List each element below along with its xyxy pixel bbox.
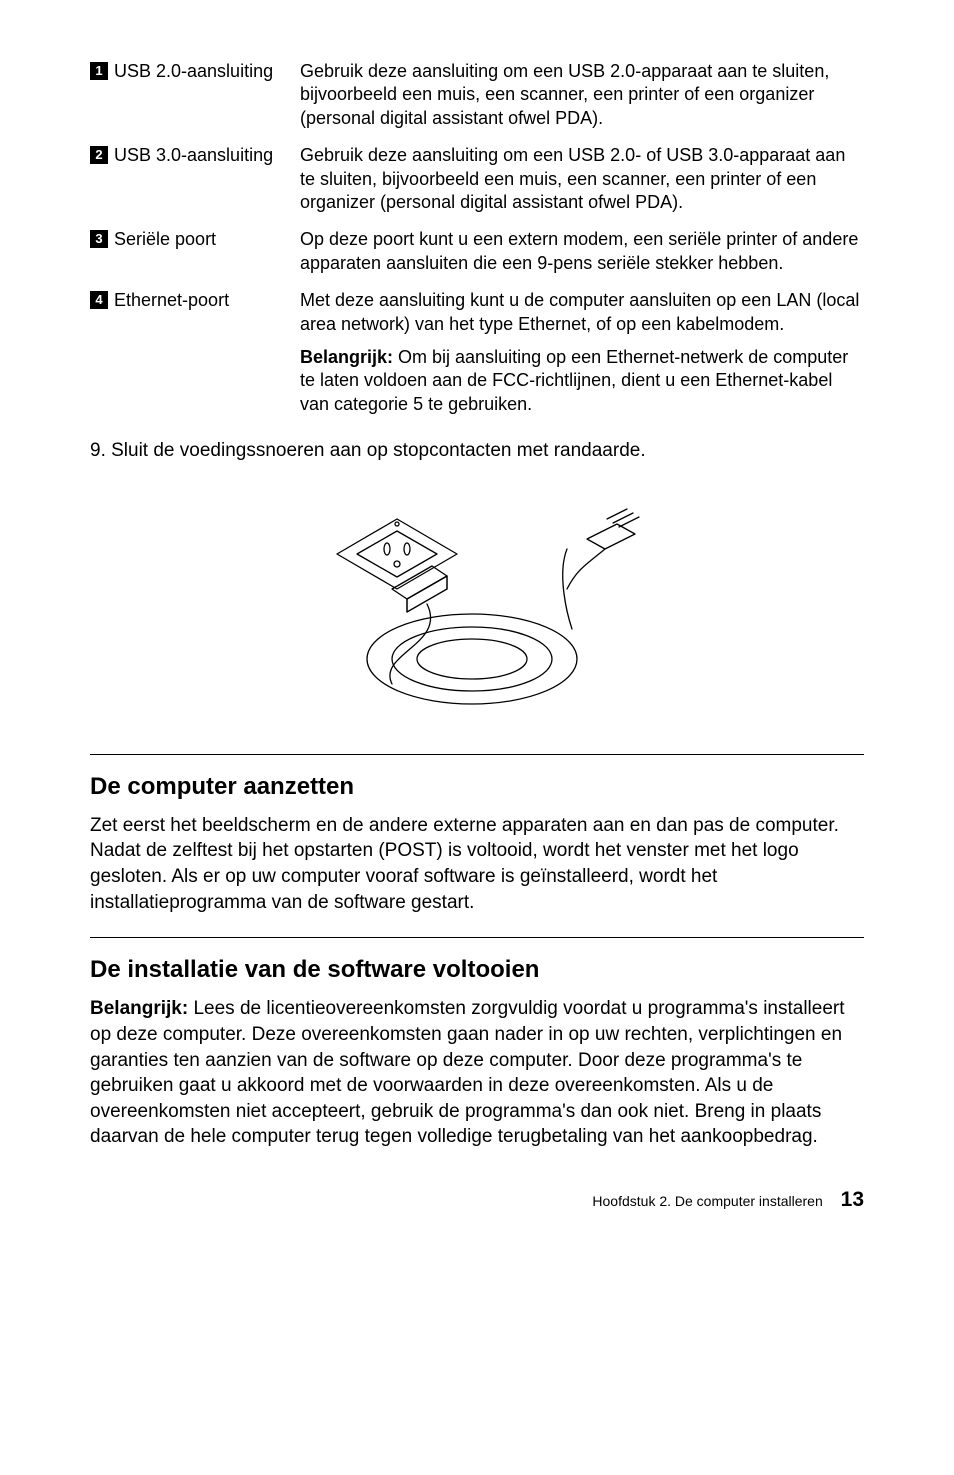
def-body: Gebruik deze aansluiting om een USB 2.0-… — [300, 60, 864, 130]
important-rest: Lees de licentieovereenkomsten zorgvuldi… — [90, 998, 845, 1147]
def-row-ethernet: 4 Ethernet-poort Met deze aansluiting ku… — [90, 289, 864, 416]
important-bold: Belangrijk: — [90, 998, 188, 1019]
definitions-table: 1 USB 2.0-aansluiting Gebruik deze aansl… — [90, 60, 864, 416]
def-row-usb30: 2 USB 3.0-aansluiting Gebruik deze aansl… — [90, 144, 864, 214]
def-body: Gebruik deze aansluiting om een USB 2.0-… — [300, 144, 864, 214]
page-container: 1 USB 2.0-aansluiting Gebruik deze aansl… — [0, 0, 954, 1252]
term-label: USB 2.0-aansluiting — [114, 60, 273, 83]
section-divider — [90, 754, 864, 755]
section-title-software-install: De installatie van de software voltooien — [90, 956, 864, 984]
def-term: 2 USB 3.0-aansluiting — [90, 144, 300, 167]
term-label: USB 3.0-aansluiting — [114, 144, 273, 167]
section-body: Belangrijk: Lees de licentieovereenkomst… — [90, 996, 864, 1150]
def-term: 4 Ethernet-poort — [90, 289, 300, 312]
step-9: 9. Sluit de voedingssnoeren aan op stopc… — [90, 438, 864, 464]
def-para: Gebruik deze aansluiting om een USB 2.0-… — [300, 60, 864, 130]
num-badge: 4 — [90, 291, 108, 309]
power-cord-icon — [297, 484, 657, 714]
def-term: 1 USB 2.0-aansluiting — [90, 60, 300, 83]
section-title-power-on: De computer aanzetten — [90, 773, 864, 801]
num-badge: 3 — [90, 230, 108, 248]
def-body: Op deze poort kunt u een extern modem, e… — [300, 228, 864, 275]
def-row-usb20: 1 USB 2.0-aansluiting Gebruik deze aansl… — [90, 60, 864, 130]
num-badge: 1 — [90, 62, 108, 80]
def-para: Met deze aansluiting kunt u de computer … — [300, 289, 864, 336]
def-note: Belangrijk: Om bij aansluiting op een Et… — [300, 346, 864, 416]
term-label: Seriële poort — [114, 228, 216, 251]
power-cord-figure — [90, 484, 864, 714]
note-bold: Belangrijk: — [300, 347, 393, 367]
def-para: Op deze poort kunt u een extern modem, e… — [300, 228, 864, 275]
section-divider — [90, 937, 864, 938]
section-body: Zet eerst het beeldscherm en de andere e… — [90, 813, 864, 916]
footer-chapter: Hoofdstuk 2. De computer installeren — [592, 1193, 822, 1209]
footer-page-number: 13 — [841, 1188, 864, 1211]
page-footer: Hoofdstuk 2. De computer installeren 13 — [90, 1188, 864, 1212]
def-row-serial: 3 Seriële poort Op deze poort kunt u een… — [90, 228, 864, 275]
term-label: Ethernet-poort — [114, 289, 229, 312]
def-term: 3 Seriële poort — [90, 228, 300, 251]
num-badge: 2 — [90, 146, 108, 164]
def-body: Met deze aansluiting kunt u de computer … — [300, 289, 864, 416]
def-para: Gebruik deze aansluiting om een USB 2.0-… — [300, 144, 864, 214]
